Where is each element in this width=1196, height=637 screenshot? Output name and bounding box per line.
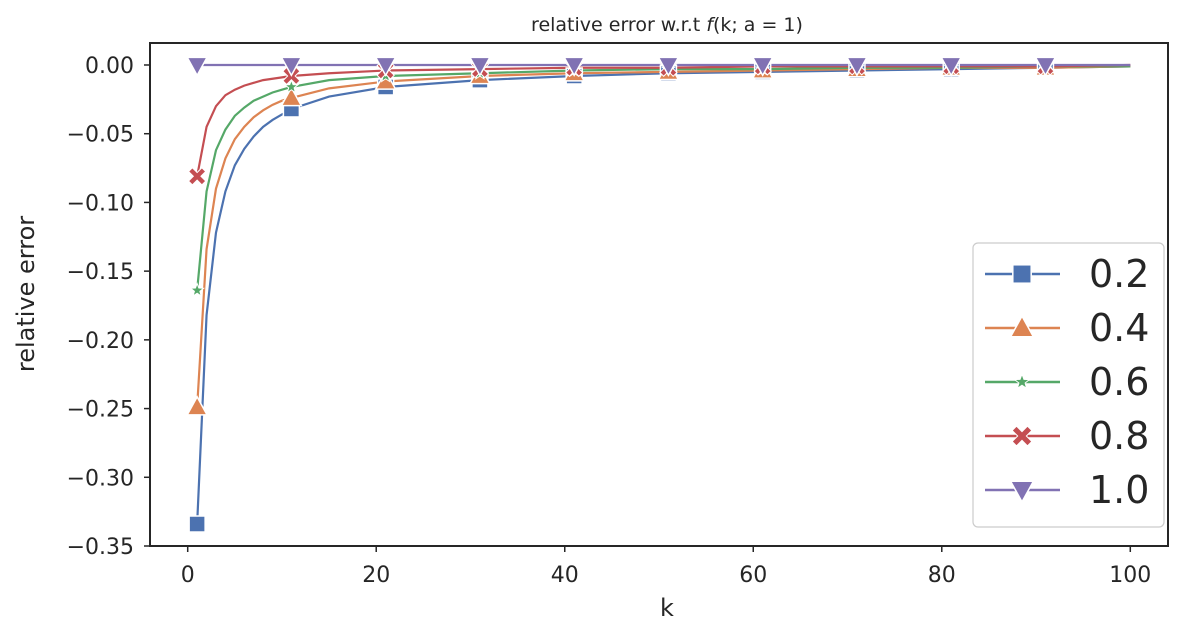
legend-marker-0.6 [1013, 372, 1031, 390]
y-tick-label: 0.00 [85, 54, 134, 79]
legend-label: 0.4 [1089, 306, 1149, 350]
marker-1.0 [1034, 56, 1057, 77]
y-tick-label: −0.35 [67, 535, 134, 560]
marker-1.0 [657, 56, 680, 77]
x-tick-label: 60 [739, 563, 767, 588]
marker-0.4 [185, 395, 209, 416]
marker-1.0 [845, 56, 869, 77]
x-tick-label: 80 [928, 563, 956, 588]
x-tick-label: 0 [181, 563, 195, 588]
marker-1.0 [468, 56, 492, 77]
axis-ticks: 0 20 40 60 80 100 0.00 −0.05 −0.10 −0.15 −0.20 −0.2… [67, 54, 1152, 588]
legend-box [972, 242, 1165, 528]
legend-marker-1.0 [1009, 480, 1035, 504]
legend-label: 0.6 [1089, 360, 1149, 404]
legend-marker-0.4 [1009, 314, 1035, 338]
y-tick-label: −0.25 [67, 398, 134, 423]
x-tick-label: 100 [1109, 563, 1151, 588]
legend: 0.2 0.4 0.6 0.8 1.0 [972, 242, 1165, 528]
y-tick-label: −0.30 [67, 466, 134, 491]
chart-title-func: f [706, 14, 716, 36]
legend-marker-0.8 [1011, 425, 1033, 447]
marker-1.0 [940, 56, 963, 77]
chart-title-args: (k; a = 1) [713, 14, 803, 36]
plot-frame [149, 42, 1169, 547]
marker-0.6 [189, 282, 205, 298]
marker-1.0 [185, 56, 209, 77]
x-tick-label: 20 [362, 563, 390, 588]
chart-title: relative error w.r.t f(k; a = 1) [531, 14, 803, 36]
marker-0.4 [374, 69, 397, 90]
legend-label: 0.2 [1089, 252, 1149, 296]
y-tick-label: −0.05 [67, 123, 134, 148]
y-tick-label: −0.15 [67, 260, 134, 285]
y-axis-label: relative error [12, 216, 40, 372]
legend-label: 0.8 [1089, 414, 1149, 458]
marker-1.0 [751, 56, 774, 77]
marker-0.8 [187, 167, 207, 186]
marker-1.0 [374, 56, 397, 77]
legend-label: 1.0 [1089, 468, 1149, 512]
x-tick-label: 40 [551, 563, 579, 588]
marker-0.4 [280, 86, 303, 107]
marker-1.0 [280, 56, 303, 77]
chart-title-prefix: relative error w.r.t [531, 14, 706, 36]
y-tick-label: −0.10 [67, 191, 134, 216]
y-tick-label: −0.20 [67, 329, 134, 354]
series-markers [185, 55, 1057, 533]
marker-1.0 [562, 56, 586, 77]
legend-marker-0.2 [1012, 264, 1032, 284]
marker-0.2 [188, 515, 206, 533]
x-axis-label: k [660, 594, 674, 622]
